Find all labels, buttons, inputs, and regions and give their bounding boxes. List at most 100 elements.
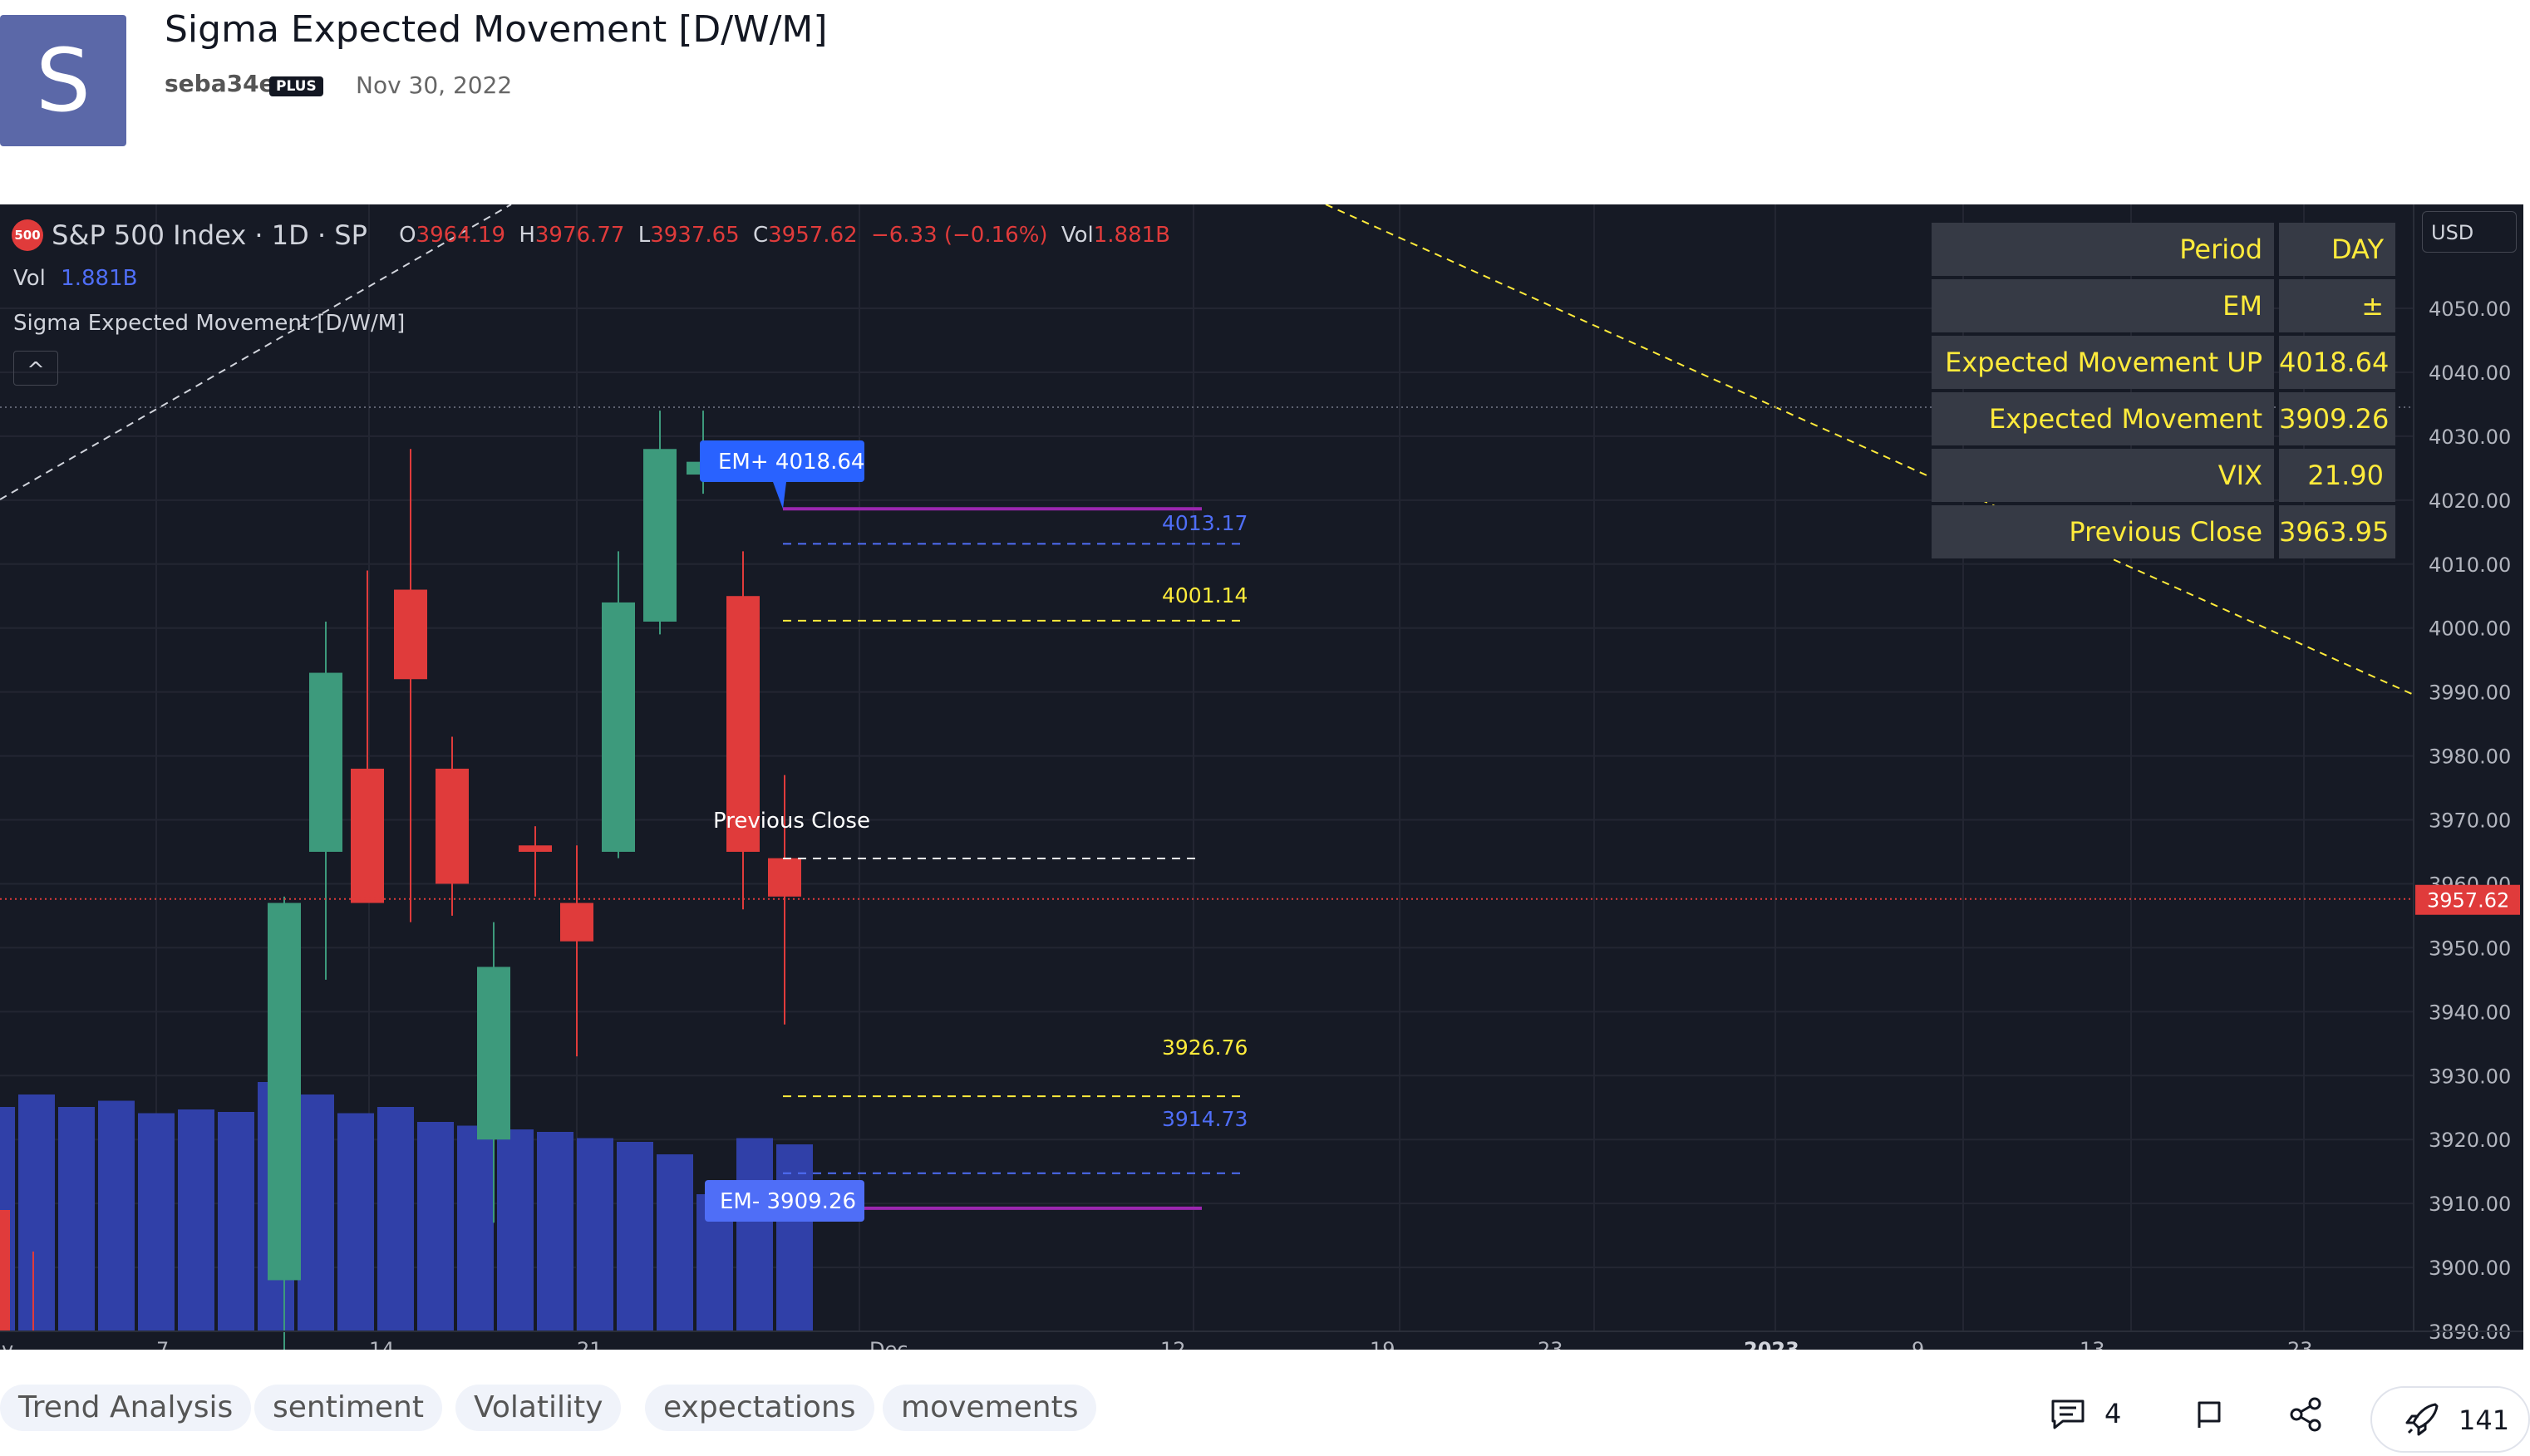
candles (268, 411, 801, 1350)
em-plus-pointer (773, 482, 786, 509)
volume-bar (577, 1138, 613, 1331)
open-value: 3964.19 (416, 223, 506, 248)
table-row-label: Previous Close (1932, 505, 2274, 558)
tag-volatility[interactable]: Volatility (455, 1385, 622, 1431)
price-tick: 4000.00 (2429, 617, 2511, 641)
time-tick: 9 (1912, 1338, 1924, 1350)
table-row: EM± 54.69 (1932, 279, 2395, 375)
time-tick: 23 (1538, 1338, 1563, 1350)
time-tick: 14 (369, 1338, 395, 1350)
table-row-label: EM (1932, 279, 2274, 332)
trend-line-white (0, 204, 512, 500)
candle-body (394, 589, 427, 680)
prev-close-label: Previous Close (713, 809, 870, 834)
vol-row-value: 1.881B (61, 266, 138, 291)
comment-icon (2051, 1399, 2085, 1429)
price-tick: 4030.00 (2429, 425, 2511, 449)
price-tick: 4050.00 (2429, 298, 2511, 321)
table-row-label: VIX (1932, 449, 2274, 502)
collapse-legend-button[interactable]: ^ (13, 351, 58, 386)
open-label: O (399, 223, 416, 248)
volume-bar (18, 1094, 55, 1331)
post-date: Nov 30, 2022 (356, 71, 513, 99)
price-tick: 3990.00 (2429, 681, 2511, 705)
boost-count: 141 (2459, 1404, 2510, 1436)
price-axis-bg (2414, 204, 2523, 1350)
price-tick: 3950.00 (2429, 937, 2511, 960)
avatar[interactable]: S (0, 15, 126, 146)
low-label: L (637, 223, 651, 248)
volume-legend: Vol 1.881B (13, 266, 137, 291)
tag-movements[interactable]: movements (883, 1385, 1097, 1431)
comments-count: 4 (2104, 1398, 2122, 1429)
candle-body (268, 903, 301, 1281)
price-tick: 3900.00 (2429, 1257, 2511, 1280)
time-tick: 13 (2080, 1338, 2105, 1350)
post-header: S Sigma Expected Movement [D/W/M] seba34… (0, 0, 2530, 203)
table-row: VIX 21.90 (1932, 449, 2395, 502)
flag-icon[interactable] (2193, 1398, 2226, 1431)
table-row-value: 3909.26 (2279, 392, 2395, 445)
candle-body (436, 768, 469, 884)
high-value: 3976.77 (534, 223, 625, 248)
boost-button[interactable]: 141 (2370, 1386, 2530, 1453)
volume-bar (736, 1138, 773, 1331)
time-tick: 19 (1370, 1338, 1395, 1350)
time-tick: 2023 (1744, 1338, 1799, 1350)
tag-sentiment[interactable]: sentiment (254, 1385, 442, 1431)
tag-expectations[interactable]: expectations (645, 1385, 874, 1431)
time-axis[interactable]: v 7 14 21 Dec 12 19 23 2023 9 13 23 (0, 1331, 2523, 1350)
comments-button[interactable]: 4 (2050, 1398, 2141, 1434)
current-price-tag (2415, 884, 2520, 915)
vol-value: 1.881B (1093, 223, 1170, 248)
vol-label: Vol (1061, 223, 1094, 248)
change-value: −6.33 (−0.16%) (870, 223, 1048, 248)
candle-body (726, 596, 760, 852)
em-plus-label: EM+ 4018.64 (718, 450, 864, 475)
volume-bar (497, 1129, 534, 1331)
candle-body (477, 967, 510, 1140)
candle-body (560, 903, 593, 942)
table-row-value: ± 54.69 (2279, 279, 2395, 375)
volume-bar (138, 1113, 175, 1331)
chart-canvas[interactable]: EM+ 4018.64 EM- 3909.26 Previous Close 4… (0, 204, 2523, 1350)
author-link[interactable]: seba34e (165, 70, 275, 97)
time-tick: Dec (869, 1338, 908, 1350)
low-value: 3937.65 (650, 223, 740, 248)
table-row-label: Expected Movement DOWN (1932, 392, 2274, 488)
currency-button[interactable]: USD (2422, 211, 2517, 253)
price-tick: 3940.00 (2429, 1001, 2511, 1024)
time-tick: 7 (156, 1338, 169, 1350)
vol-row-label: Vol (13, 266, 46, 291)
edge-candle (0, 1210, 10, 1331)
price-tick: 4020.00 (2429, 489, 2511, 513)
price-tick: 4010.00 (2429, 553, 2511, 577)
volume-bar (657, 1154, 693, 1331)
table-row-label: Expected Movement UP (1932, 336, 2274, 389)
volume-bar (298, 1094, 334, 1331)
close-label: C (752, 223, 769, 248)
tag-trend-analysis[interactable]: Trend Analysis (0, 1385, 252, 1431)
table-row-value: 3963.95 (2279, 505, 2395, 558)
sp500-badge: 500 (12, 219, 43, 251)
time-tick: 21 (577, 1338, 603, 1350)
symbol-name[interactable]: S&P 500 Index · 1D · SP (52, 219, 367, 251)
volume-bar (98, 1100, 135, 1331)
price-axis[interactable]: 4050.00 4040.00 4030.00 4020.00 4010.00 4000.… (2413, 204, 2523, 1350)
level-3914-label: 3914.73 (1162, 1107, 1248, 1131)
time-tick: 12 (1160, 1338, 1186, 1350)
current-price-value: 3957.62 (2427, 889, 2509, 912)
share-icon[interactable] (2287, 1396, 2324, 1433)
em-minus-label-box (705, 1180, 864, 1222)
level-4001-label: 4001.14 (1162, 583, 1248, 607)
indicator-legend[interactable]: Sigma Expected Movement [D/W/M] (13, 311, 406, 336)
candle-body (602, 602, 635, 852)
time-tick: v (2, 1338, 13, 1350)
volume-bar (58, 1107, 95, 1331)
chart-area[interactable]: EM+ 4018.64 EM- 3909.26 Previous Close 4… (0, 204, 2523, 1350)
time-tick: 23 (2287, 1338, 2313, 1350)
price-tick: 4040.00 (2429, 362, 2511, 385)
table-row-value: 21.90 (2279, 449, 2395, 502)
plus-badge: PLUS (269, 76, 323, 96)
